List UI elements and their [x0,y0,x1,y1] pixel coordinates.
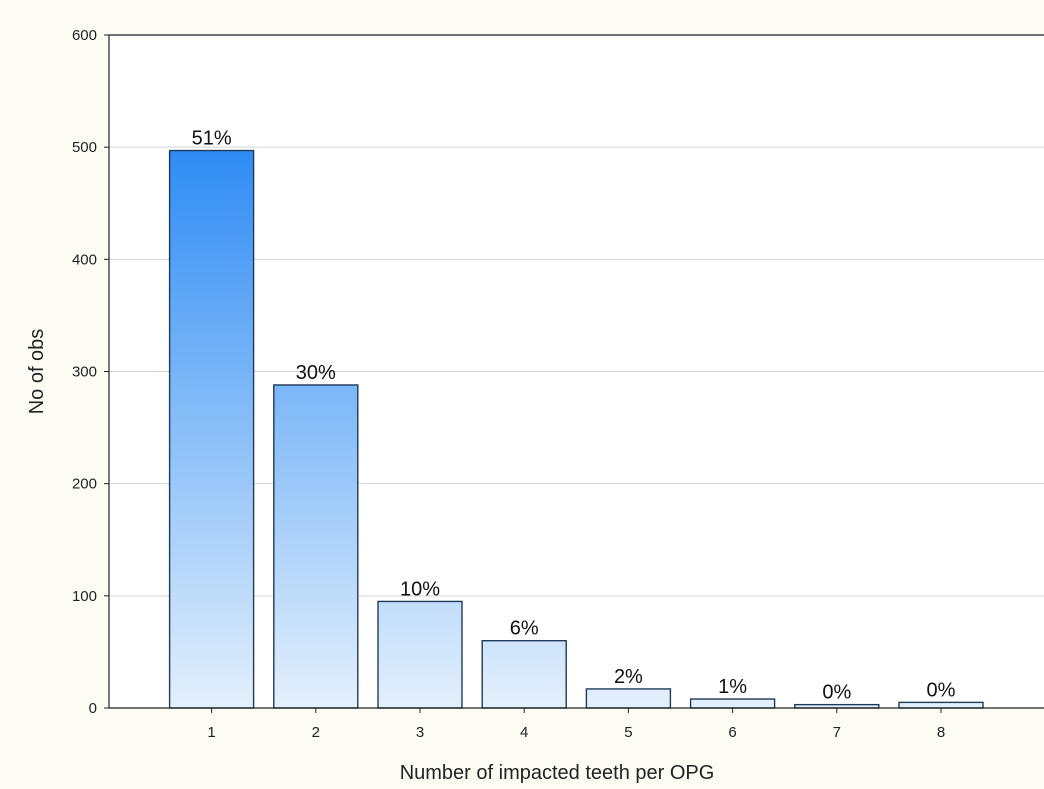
y-axis-title: No of obs [26,329,48,415]
x-tick-label: 6 [728,724,736,741]
bar-1 [168,149,255,709]
data-label-6: 1% [718,676,747,698]
data-labels: 51% 30% 10% 6% 2% 1% 0% 0% [192,128,956,704]
x-axis-title: Number of impacted teeth per OPG [400,762,715,784]
x-tick-label: 3 [416,724,424,741]
data-label-7: 0% [822,682,851,704]
y-tick-label: 100 [72,588,97,605]
x-tick-label: 2 [312,724,320,741]
x-tick-label: 8 [937,724,945,741]
data-label-8: 0% [927,679,956,701]
x-tick-label: 4 [520,724,528,741]
bar-2 [273,384,359,709]
x-tick-label: 7 [833,724,841,741]
data-label-1: 51% [192,128,232,150]
y-tick-label: 0 [89,700,97,717]
data-label-2: 30% [296,362,336,384]
y-tick-label: 300 [72,364,97,381]
axes [104,34,1044,713]
bar-4 [481,640,567,709]
gridlines [109,146,1044,597]
y-tick-label: 200 [72,476,97,493]
bar-8 [898,701,984,709]
y-tick-label: 600 [72,27,97,44]
tick-labels: 0 100 200 300 400 500 600 1 2 3 4 5 6 7 8 [72,27,945,741]
y-tick-label: 400 [72,251,97,268]
data-label-5: 2% [614,666,643,688]
bars [168,149,984,709]
x-tick-label: 5 [624,724,632,741]
bar-6 [689,698,776,709]
y-tick-label: 500 [72,139,97,156]
bar-5 [585,688,672,709]
x-tick-label: 1 [207,724,215,741]
data-label-4: 6% [510,618,539,640]
data-label-3: 10% [400,578,440,600]
bar-3 [377,600,463,709]
